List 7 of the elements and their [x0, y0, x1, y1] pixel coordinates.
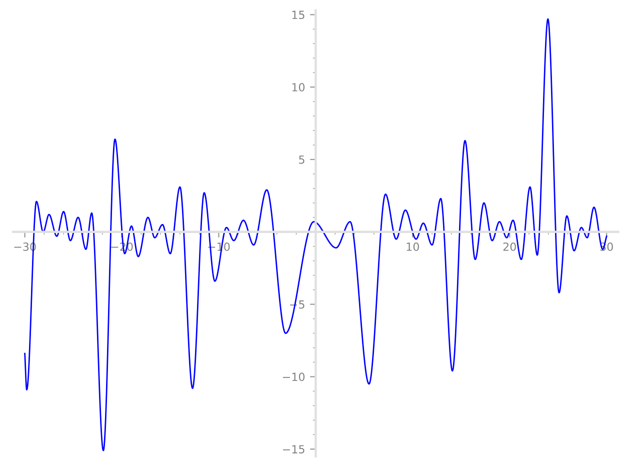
- y-tick-label: 5: [299, 156, 304, 164]
- y-tick-label: −10: [283, 372, 305, 382]
- y-tick-label: −15: [283, 445, 304, 454]
- y-tick-label: 10: [292, 83, 305, 92]
- y-tick-label: 15: [292, 10, 304, 20]
- x-tick-label: 10: [406, 242, 419, 251]
- x-tick-label: 20: [503, 242, 516, 251]
